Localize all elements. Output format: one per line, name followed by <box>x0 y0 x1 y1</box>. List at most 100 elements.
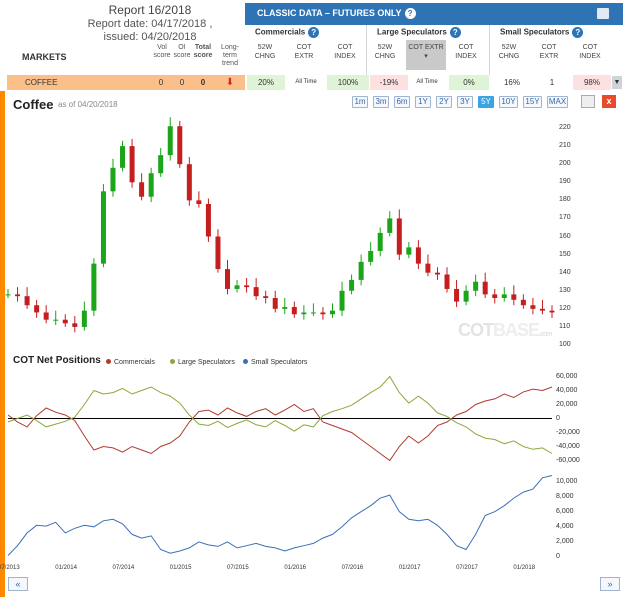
candle-body <box>215 236 221 270</box>
market-name[interactable]: COFFEE <box>25 78 58 87</box>
candle-body <box>253 287 259 297</box>
oi-score-header: OI score <box>173 44 191 59</box>
lspec-chng-value: -19% <box>370 75 408 90</box>
candle-body <box>129 146 135 183</box>
candle-body <box>15 294 21 297</box>
row-dropdown-icon[interactable]: ▼ <box>612 76 622 89</box>
candle-body <box>301 312 307 315</box>
close-button[interactable]: x <box>602 95 616 108</box>
candle-body <box>501 294 507 298</box>
candle-body <box>43 312 49 320</box>
candle-body <box>406 247 412 255</box>
candle-body <box>53 319 59 321</box>
sspec-index-header[interactable]: COT INDEX <box>579 44 601 60</box>
range-2y-button[interactable]: 2Y <box>436 96 452 108</box>
legend-dot <box>106 359 111 364</box>
com-index-value: 100% <box>327 75 369 90</box>
vol-score: 0 <box>158 78 164 87</box>
range-15y-button[interactable]: 15Y <box>523 96 542 108</box>
range-3m-button[interactable]: 3m <box>373 96 389 108</box>
candle-body <box>110 167 116 192</box>
vol-score-header: Vol score <box>153 44 171 59</box>
candle-body <box>444 274 450 289</box>
range-1y-button[interactable]: 1Y <box>415 96 431 108</box>
net-tick-label: -40,000 <box>556 442 580 450</box>
price-tick-label: 140 <box>559 268 571 276</box>
sspec-chng-header[interactable]: 52W CHNG <box>498 44 520 60</box>
com-index-header[interactable]: COT INDEX <box>334 44 356 60</box>
range-10y-button[interactable]: 10Y <box>499 96 518 108</box>
trend-down-icon: ⬇ <box>225 77 235 88</box>
price-tick-label: 210 <box>559 142 571 150</box>
accent-bar <box>0 91 5 597</box>
candle-body <box>368 250 374 262</box>
commercials-line <box>7 386 553 462</box>
price-tick-label: 160 <box>559 232 571 240</box>
candle-body <box>244 285 250 288</box>
range-max-button[interactable]: MAX <box>547 96 568 108</box>
x-tick-label: 07/2016 <box>341 565 364 571</box>
range-5y-button[interactable]: 5Y <box>478 96 494 108</box>
chart-print-icon[interactable] <box>581 95 595 108</box>
lspec-index-header[interactable]: COT INDEX <box>455 44 477 60</box>
x-tick-label: 07/2014 <box>112 565 135 571</box>
help-icon[interactable]: ? <box>572 27 584 38</box>
net-positions-title: COT Net Positions <box>13 355 101 366</box>
candle-body <box>339 290 345 311</box>
candle-body <box>349 279 355 291</box>
sspec-chng-value: 16% <box>503 78 520 87</box>
small-tick-label: 2,000 <box>556 537 574 545</box>
candle-body <box>310 312 316 314</box>
report-date: Report date: 04/17/2018 , <box>87 18 213 30</box>
candle-body <box>72 323 78 327</box>
x-tick-label: 01/2017 <box>398 565 421 571</box>
x-tick-label: 01/2018 <box>513 565 536 571</box>
print-icon[interactable] <box>597 8 609 19</box>
candle-body <box>234 285 240 289</box>
lspec-chng-header[interactable]: 52W CHNG <box>374 44 396 60</box>
range-3y-button[interactable]: 3Y <box>457 96 473 108</box>
sspec-index-value: 98% <box>573 75 611 90</box>
lspec-extr-header[interactable]: COT EXTR ▾ <box>406 40 446 70</box>
candle-body <box>358 261 364 280</box>
column-separator <box>366 25 367 75</box>
price-tick-label: 130 <box>559 286 571 294</box>
lspec-extr-value: All Time <box>416 79 438 85</box>
legend-commercials: Commercials <box>106 359 155 366</box>
as-of-date: as of 04/20/2018 <box>58 100 118 109</box>
oi-score: 0 <box>179 78 185 87</box>
sspec-extr-header[interactable]: COT EXTR <box>539 44 559 60</box>
sspec-extr-value: 1 <box>549 78 555 87</box>
range-1m-button[interactable]: 1m <box>352 96 368 108</box>
candle-body <box>34 305 40 313</box>
small-tick-label: 6,000 <box>556 507 574 515</box>
candle-body <box>100 191 106 264</box>
candle-body <box>511 294 517 300</box>
coffee-row[interactable]: COFFEE 0 0 0 ⬇ 20% All Time 100% -19% Al… <box>7 75 616 90</box>
chart-title: Coffee <box>13 97 54 112</box>
com-chng-header[interactable]: 52W CHNG <box>254 44 276 60</box>
candle-body <box>139 182 145 197</box>
net-tick-label: -20,000 <box>556 428 580 436</box>
candle-body <box>387 218 393 233</box>
range-6m-button[interactable]: 6m <box>394 96 410 108</box>
next-period-button[interactable]: » <box>600 577 620 591</box>
net-tick-label: 60,000 <box>556 372 578 380</box>
help-icon[interactable]: ? <box>449 27 461 38</box>
com-extr-value: All Time <box>295 79 317 85</box>
report-title: Report 16/2018 <box>108 3 192 17</box>
candle-body <box>272 297 278 309</box>
price-tick-label: 180 <box>559 196 571 204</box>
price-tick-label: 170 <box>559 214 571 222</box>
total-score: 0 <box>200 78 206 87</box>
prev-period-button[interactable]: « <box>8 577 28 591</box>
x-tick-label: 01/2016 <box>284 565 307 571</box>
help-icon[interactable]: ? <box>404 8 416 20</box>
legend-small-speculators: Small Speculators <box>243 359 307 366</box>
com-extr-header[interactable]: COT EXTR <box>294 44 314 60</box>
group-large-speculators: Large Speculators? <box>367 27 491 41</box>
help-icon[interactable]: ? <box>308 27 320 38</box>
net-tick-label: 40,000 <box>556 386 578 394</box>
x-tick-label: 07/2015 <box>227 565 249 571</box>
